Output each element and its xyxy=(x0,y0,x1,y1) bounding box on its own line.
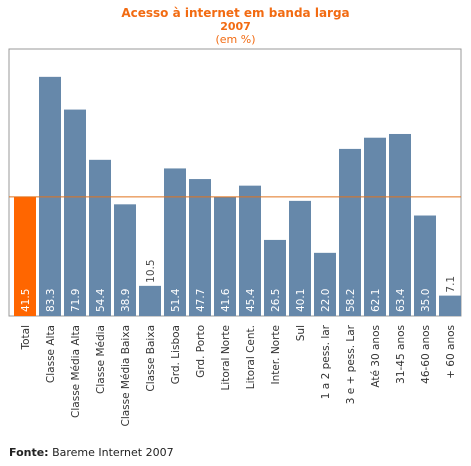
bar xyxy=(364,137,386,316)
bar xyxy=(264,239,286,316)
value-label: 26.5 xyxy=(270,289,282,312)
category-label: 1 a 2 pess. lar xyxy=(320,324,332,399)
category-label: Litoral Cent. xyxy=(245,325,257,389)
value-label: 51.4 xyxy=(170,288,182,312)
category-label: + 60 anos xyxy=(445,325,457,379)
bar xyxy=(14,196,36,316)
category-label: Até 30 anos xyxy=(370,325,382,388)
chart-subtitle: 2007 xyxy=(220,20,251,33)
value-label: 7.1 xyxy=(445,276,457,293)
bar xyxy=(414,215,436,316)
bar xyxy=(164,168,186,316)
bar xyxy=(114,204,136,316)
value-label: 62.1 xyxy=(370,289,382,312)
value-label: 83.3 xyxy=(45,289,57,312)
value-label: 38.9 xyxy=(120,289,132,312)
value-label: 63.4 xyxy=(395,288,407,312)
bar xyxy=(189,179,211,316)
bar xyxy=(439,295,461,316)
chart-title-block: Acesso à internet em banda larga 2007 (e… xyxy=(0,6,471,46)
value-label: 54.4 xyxy=(95,288,107,312)
bar-chart: 41.5 Total 83.3 Classe Alta 71.9 Classe Média… xyxy=(8,48,462,427)
category-label: Classe Alta xyxy=(45,325,57,383)
category-label: Total xyxy=(20,325,32,351)
value-label: 22.0 xyxy=(320,289,332,312)
value-label: 10.5 xyxy=(145,259,157,282)
bar xyxy=(239,185,261,316)
bar xyxy=(214,196,236,316)
value-label: 41.5 xyxy=(20,289,32,312)
bar xyxy=(289,200,311,316)
category-label: Classe Média Baixa xyxy=(120,325,132,427)
chart-unit-label: (em %) xyxy=(215,33,256,46)
category-label: 31-45 anos xyxy=(395,325,407,384)
value-label: 71.9 xyxy=(70,289,82,312)
value-label: 41.6 xyxy=(220,288,232,312)
category-label: Classe Média Alta xyxy=(70,325,82,418)
source-note: Fonte: Bareme Internet 2007 xyxy=(9,446,174,459)
bar xyxy=(89,159,111,316)
bar xyxy=(389,133,411,316)
category-label: Litoral Norte xyxy=(220,325,232,391)
value-label: 40.1 xyxy=(295,289,307,312)
category-label: Grd. Porto xyxy=(195,325,207,378)
value-label: 45.4 xyxy=(245,288,257,312)
bar xyxy=(339,148,361,316)
bar xyxy=(64,109,86,316)
bar xyxy=(139,285,161,316)
value-label: 35.0 xyxy=(420,289,432,312)
category-label: Inter. Norte xyxy=(270,325,282,385)
category-label: Sul xyxy=(295,325,307,341)
value-label: 47.7 xyxy=(195,289,207,312)
category-label: 3 e + pess. Lar xyxy=(345,324,357,404)
category-label: 46-60 anos xyxy=(420,325,432,384)
category-label: Classe Baixa xyxy=(145,325,157,392)
value-label: 58.2 xyxy=(345,289,357,312)
source-label: Fonte: xyxy=(9,446,49,459)
category-label: Grd. Lisboa xyxy=(170,325,182,384)
category-label: Classe Média xyxy=(95,325,107,394)
bar xyxy=(314,252,336,316)
source-text: Bareme Internet 2007 xyxy=(52,446,174,459)
chart-title: Acesso à internet em banda larga xyxy=(121,6,350,20)
